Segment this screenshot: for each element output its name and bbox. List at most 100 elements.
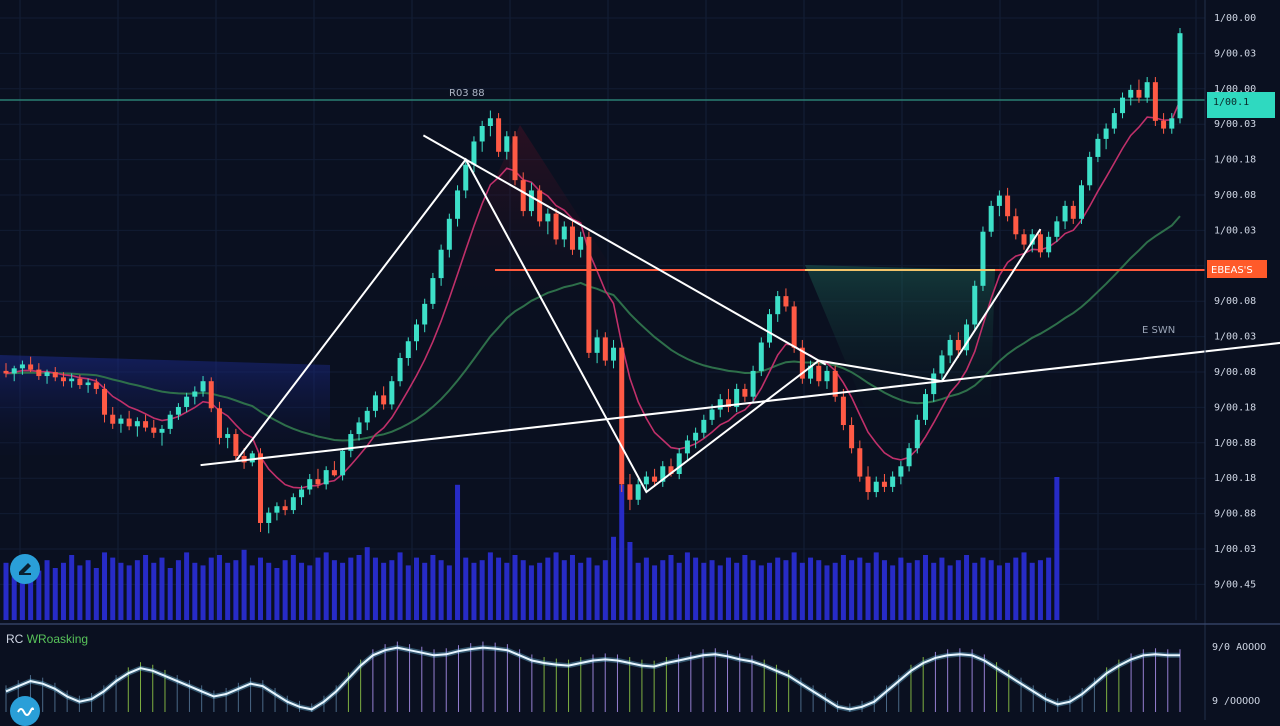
volume-bar [52, 568, 58, 620]
candle [208, 377, 214, 413]
price-tag: 1/00.1 [1207, 92, 1275, 118]
candle-body [939, 355, 945, 374]
price-axis-label: 1/00.18 [1214, 473, 1256, 484]
candle [824, 365, 830, 389]
candle [364, 406, 370, 431]
volume-bar [60, 562, 66, 620]
price-axis-label: 1/00.03 [1214, 544, 1256, 555]
candle [282, 499, 288, 516]
candle-body [487, 118, 493, 126]
candle-body [397, 358, 403, 382]
candle-body [750, 370, 756, 397]
candle [446, 213, 452, 258]
candle-body [832, 370, 838, 397]
candle-body [709, 409, 715, 420]
volume-bar [110, 557, 116, 620]
candle [1111, 107, 1117, 134]
candle-body [422, 303, 428, 325]
peak-red-shade [430, 125, 610, 330]
candle-body [1144, 82, 1150, 98]
volume-bar [77, 565, 83, 620]
volume-bar [561, 560, 567, 620]
volume-bar [446, 565, 452, 620]
volume-bar [890, 565, 896, 620]
volume-bar [955, 560, 961, 620]
candle-body [455, 190, 461, 219]
candle [143, 414, 149, 432]
candle [405, 337, 411, 366]
drawing-tool-button[interactable] [10, 554, 40, 584]
candle [791, 301, 797, 353]
candle [1013, 208, 1019, 240]
volume-bar [611, 536, 617, 620]
volume-bar [69, 555, 75, 620]
candle [413, 319, 419, 351]
candle [225, 427, 231, 449]
volume-bar [512, 555, 518, 620]
candle-body [906, 448, 912, 467]
candle-body [652, 476, 658, 482]
candle-body [528, 190, 534, 212]
volume-bar [988, 560, 994, 620]
price-axis-label: 1/00.03 [1214, 225, 1256, 236]
volume-bar [676, 562, 682, 620]
candle [438, 244, 444, 286]
candle-body [734, 388, 740, 407]
price-axis-label: 1/00.03 [1214, 332, 1256, 343]
volume-bar [28, 565, 34, 620]
candle-body [725, 399, 731, 407]
candle [389, 376, 395, 410]
descending-trendline [422, 134, 827, 366]
volume-bar [1013, 557, 1019, 620]
volume-bar [569, 555, 575, 620]
candle-body [643, 476, 649, 485]
indicator-settings-button[interactable] [10, 696, 40, 726]
oscillator [5, 645, 1180, 713]
candle [865, 466, 871, 500]
volume-bar [947, 565, 953, 620]
candle [44, 369, 50, 384]
volume-bar [422, 562, 428, 620]
candle [233, 428, 239, 462]
volume-bar [487, 552, 493, 620]
candle-body [1103, 128, 1109, 139]
volume-bar [175, 560, 181, 620]
volume-bar [824, 565, 830, 620]
candle-body [85, 382, 91, 386]
candle [898, 461, 904, 485]
volume-bar [389, 560, 395, 620]
candle [611, 339, 617, 369]
candle [1095, 133, 1101, 163]
candle [996, 190, 1002, 217]
volume-bar [348, 557, 354, 620]
price-axis-label: 9/00.88 [1214, 509, 1256, 520]
candle [323, 466, 329, 490]
volume-bar [159, 557, 165, 620]
candle-body [955, 339, 961, 351]
candle [266, 507, 272, 534]
candle-body [200, 381, 206, 392]
candle-body [635, 484, 641, 500]
volume-bar [849, 560, 855, 620]
candle-body [742, 388, 748, 397]
candle [1070, 200, 1076, 224]
candle [840, 388, 846, 431]
candle-body [660, 466, 666, 482]
candle-body [922, 394, 928, 420]
candle [693, 427, 699, 449]
candle [1078, 180, 1084, 224]
volume-bar [266, 562, 272, 620]
candle [381, 386, 387, 410]
volume-bar [660, 560, 666, 620]
candle-body [159, 428, 165, 433]
candle [1054, 216, 1060, 242]
volume-bar [553, 552, 559, 620]
volume-bar [290, 555, 296, 620]
volume-bar [528, 565, 534, 620]
volume-bar [742, 555, 748, 620]
volume-bar [143, 555, 149, 620]
candle [799, 339, 805, 384]
candle [102, 383, 108, 423]
candle [1005, 187, 1011, 222]
